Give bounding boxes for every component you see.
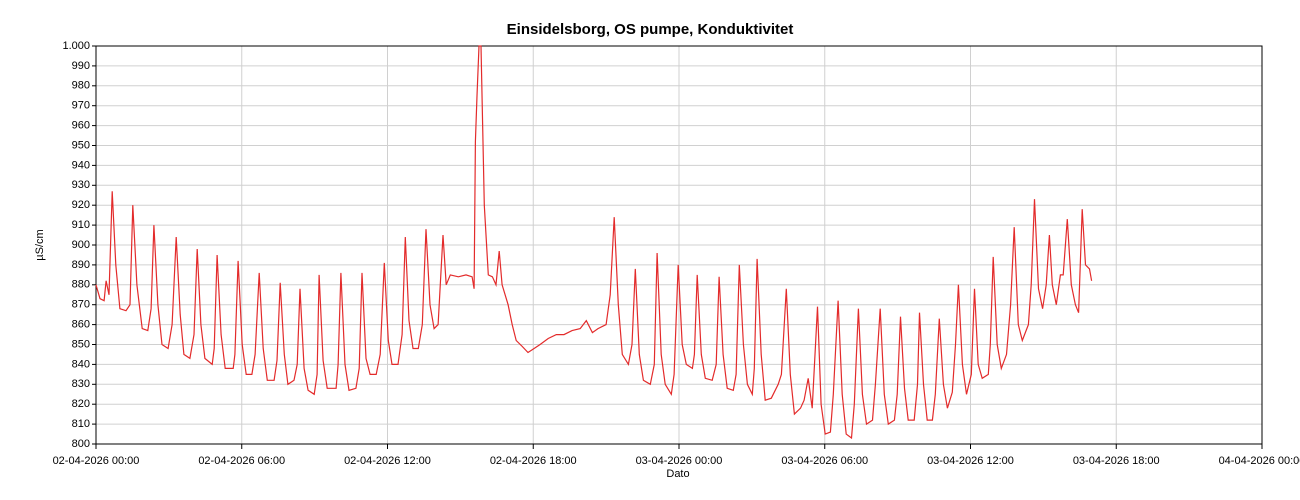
y-tick-label: 860 (72, 319, 90, 331)
x-axis-label: Dato (666, 468, 689, 480)
x-tick-label: 03-04-2026 12:00 (927, 455, 1014, 467)
y-tick-label: 960 (72, 120, 90, 132)
y-tick-label: 830 (72, 378, 90, 390)
x-tick-label: 02-04-2026 18:00 (490, 455, 577, 467)
y-tick-label: 930 (72, 179, 90, 191)
y-tick-label: 810 (72, 418, 90, 430)
x-tick-label: 03-04-2026 06:00 (781, 455, 868, 467)
x-tick-label: 02-04-2026 00:00 (53, 455, 140, 467)
chart-title: Einsidelsborg, OS pumpe, Konduktivitet (507, 21, 794, 38)
y-tick-label: 880 (72, 279, 90, 291)
y-tick-label: 820 (72, 398, 90, 410)
y-tick-label: 910 (72, 219, 90, 231)
y-tick-label: 940 (72, 159, 90, 171)
y-axis-label: µS/cm (34, 229, 46, 260)
y-tick-label: 990 (72, 60, 90, 72)
x-tick-label: 02-04-2026 06:00 (198, 455, 285, 467)
y-tick-label: 840 (72, 358, 90, 370)
y-tick-label: 970 (72, 100, 90, 112)
x-tick-label: 02-04-2026 12:00 (344, 455, 431, 467)
y-tick-label: 950 (72, 139, 90, 151)
y-tick-label: 800 (72, 438, 90, 450)
y-tick-label: 870 (72, 299, 90, 311)
data-line (95, 45, 1093, 440)
y-tick-label: 900 (72, 239, 90, 251)
x-tick-label: 03-04-2026 18:00 (1073, 455, 1160, 467)
x-tick-label: 04-04-2026 00:00 (1219, 455, 1300, 467)
y-tick-label: 850 (72, 338, 90, 350)
y-tick-label: 980 (72, 80, 90, 92)
y-tick-label: 920 (72, 199, 90, 211)
y-tick-label: 1.000 (62, 40, 90, 52)
plot-frame (95, 45, 1263, 445)
x-tick-label: 03-04-2026 00:00 (636, 455, 723, 467)
y-tick-label: 890 (72, 259, 90, 271)
